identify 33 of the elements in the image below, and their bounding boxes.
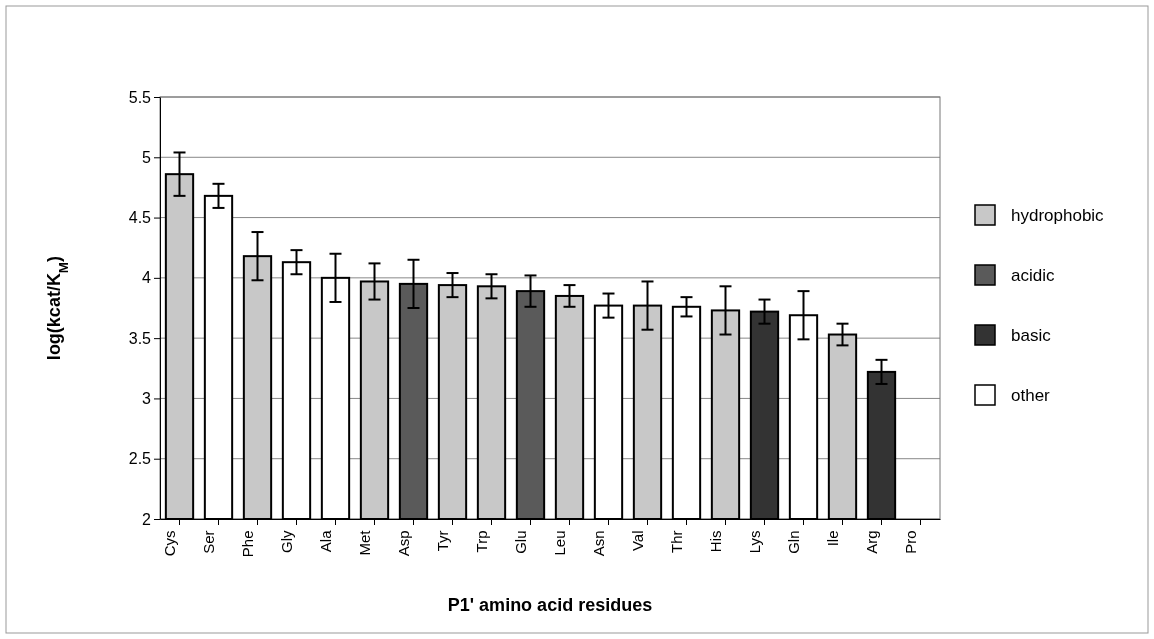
x-tick-label: Arg (863, 530, 880, 554)
x-tick-label: Gln (785, 530, 802, 554)
x-tick-label: Cys (161, 530, 178, 557)
y-tick-label: 4.5 (128, 209, 152, 227)
x-tick-label: Glu (512, 530, 529, 554)
x-tick-label: Leu (551, 530, 568, 556)
x-axis-title: P1' amino acid residues (447, 595, 653, 615)
legend-label: basic (1011, 326, 1052, 345)
x-tick-label: Val (629, 530, 646, 552)
x-tick-label: Ala (317, 529, 334, 553)
x-tick-label: Asn (590, 530, 607, 557)
x-tick-label: Trp (473, 530, 490, 553)
legend-label: acidic (1011, 266, 1055, 285)
y-tick-label: 5.5 (128, 88, 152, 106)
y-tick-label: 3.5 (128, 329, 152, 347)
y-tick-label: 4 (142, 269, 152, 287)
x-tick-label: Thr (668, 530, 685, 553)
y-tick-label: 3 (142, 390, 152, 408)
x-tick-label: Met (356, 529, 373, 556)
x-tick-label: Tyr (434, 530, 451, 552)
legend-label: other (1011, 386, 1051, 405)
legend-label: hydrophobic (1011, 206, 1105, 225)
x-tick-label: Asp (395, 530, 412, 557)
y-tick-label: 5 (142, 148, 152, 166)
x-tick-label: Ile (824, 530, 841, 547)
x-tick-label: Phe (239, 530, 256, 558)
x-tick-label: Gly (278, 530, 295, 553)
x-tick-label: Pro (902, 530, 919, 554)
x-tick-label: Lys (746, 530, 763, 554)
y-tick-label: 2 (142, 510, 152, 528)
y-tick-label: 2.5 (128, 450, 152, 468)
x-tick-label: Ser (200, 530, 217, 554)
x-tick-label: His (707, 530, 724, 553)
